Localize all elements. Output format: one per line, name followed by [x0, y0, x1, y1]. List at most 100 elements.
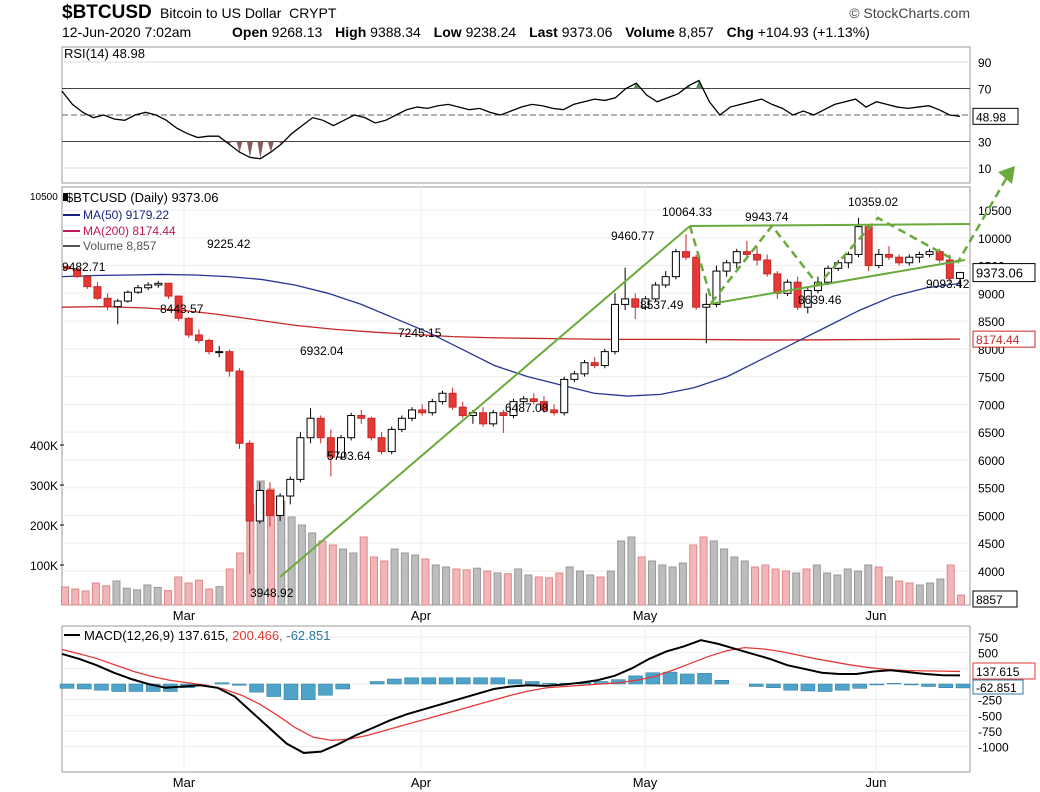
candle-body [692, 256, 701, 308]
candle-body [245, 442, 254, 522]
legend-entry: MA(50) 9179.22 [83, 208, 169, 222]
macd-histogram-bar [507, 679, 523, 685]
volume-bar [122, 587, 131, 606]
macd-histogram-bar [542, 683, 557, 685]
macd-histogram-bar [111, 683, 126, 692]
price-annotation: 6487.08 [505, 401, 549, 415]
volume-bar [256, 480, 265, 606]
macd-histogram-bar [438, 677, 454, 685]
candle-body [479, 412, 488, 425]
price-tick-label: 8500 [978, 315, 1005, 329]
volume-bar [266, 488, 275, 606]
macd-histogram-bar [783, 683, 798, 691]
volume-bar [905, 582, 914, 606]
candle-body [854, 226, 863, 255]
x-tick-label: Mar [173, 608, 196, 623]
candle-body [499, 412, 508, 416]
volume-bar [627, 536, 636, 606]
hist-value-label: -62.851 [976, 681, 1017, 695]
volume-bar [699, 536, 708, 606]
candle-body [123, 291, 132, 302]
volume-bar [689, 544, 698, 606]
candle-body [651, 284, 660, 300]
volume-bar [555, 572, 564, 606]
candle-body [164, 282, 173, 297]
volume-bar [926, 582, 935, 606]
candle-body [874, 253, 883, 267]
macd-histogram-bar [869, 683, 885, 686]
price-tick-label: 6500 [978, 426, 1005, 440]
price-annotation: 8443.57 [160, 302, 204, 316]
candle-body [570, 373, 579, 380]
candle-body [529, 398, 538, 403]
last-price-label: 9373.06 [976, 266, 1023, 281]
macd-histogram-bar [249, 683, 264, 693]
volume-tick-label: 100K [30, 559, 58, 573]
macd-tick-label: -750 [978, 725, 1002, 739]
candle-body [83, 276, 92, 288]
candle-body [154, 282, 163, 286]
candle-body [895, 256, 904, 264]
volume-bar [586, 574, 595, 606]
candle-body [631, 298, 640, 308]
volume-bar [339, 548, 348, 606]
volume-bar [709, 540, 718, 606]
volume-bar [823, 572, 832, 606]
macd-histogram-bar [938, 683, 954, 689]
macd-histogram-bar [886, 683, 902, 685]
candle-body [448, 392, 457, 408]
volume-bar [751, 566, 760, 606]
volume-bar [503, 573, 512, 606]
volume-bar [802, 568, 811, 606]
macd-histogram-bar [145, 683, 161, 692]
candle-body [773, 273, 782, 294]
brand-label: © StockCharts.com [849, 5, 970, 21]
volume-bar [184, 582, 193, 606]
quote-datetime: 12-Jun-2020 7:02am [62, 24, 192, 40]
price-tick-label: 10500 [978, 204, 1012, 218]
macd-tick-label: -500 [978, 709, 1002, 723]
candle-body [671, 251, 680, 278]
candle-body [702, 303, 711, 308]
volume-bar [936, 578, 945, 606]
volume-bar [637, 556, 646, 606]
x-tick-label: Apr [411, 608, 432, 623]
candle-body [205, 340, 214, 353]
candle-body [357, 414, 366, 419]
volume-bar [514, 568, 523, 606]
volume-bar [730, 556, 739, 606]
macd-histogram-bar [662, 671, 678, 685]
volume-bar [493, 572, 502, 606]
macd-histogram-bar [456, 677, 471, 685]
candle-body [732, 251, 741, 264]
macd-histogram-bar [697, 673, 712, 685]
volume-bar [781, 570, 790, 606]
volume-bar [812, 564, 821, 606]
macd-histogram-bar [128, 683, 144, 692]
legend-symbol: $BTCUSD (Daily) 9373.06 [66, 190, 218, 205]
candle-body [134, 287, 143, 293]
volume-bar [524, 574, 533, 606]
volume-bar [565, 566, 574, 606]
price-annotation: 3948.92 [250, 586, 294, 600]
volume-bar [462, 569, 471, 606]
macd-histogram-bar [266, 683, 282, 697]
rsi-tick-label: 70 [978, 83, 992, 97]
volume-bar [720, 548, 729, 606]
candle-body [742, 251, 751, 255]
volume-bar [596, 576, 605, 606]
macd-histogram-bar [94, 683, 109, 691]
rsi-tick-label: 90 [978, 56, 992, 70]
macd-tick-label: -1000 [978, 741, 1009, 755]
candle-body [194, 334, 203, 342]
macd-histogram-bar [714, 679, 730, 685]
macd-histogram-bar [921, 683, 936, 687]
candle-body [438, 392, 447, 403]
rsi-value-label: 48.98 [976, 110, 1006, 124]
volume-bar [946, 564, 955, 606]
candle-body [235, 370, 244, 444]
candle-body [144, 284, 153, 289]
macd-histogram-bar [283, 683, 299, 700]
price-tick-label: 9000 [978, 287, 1005, 301]
